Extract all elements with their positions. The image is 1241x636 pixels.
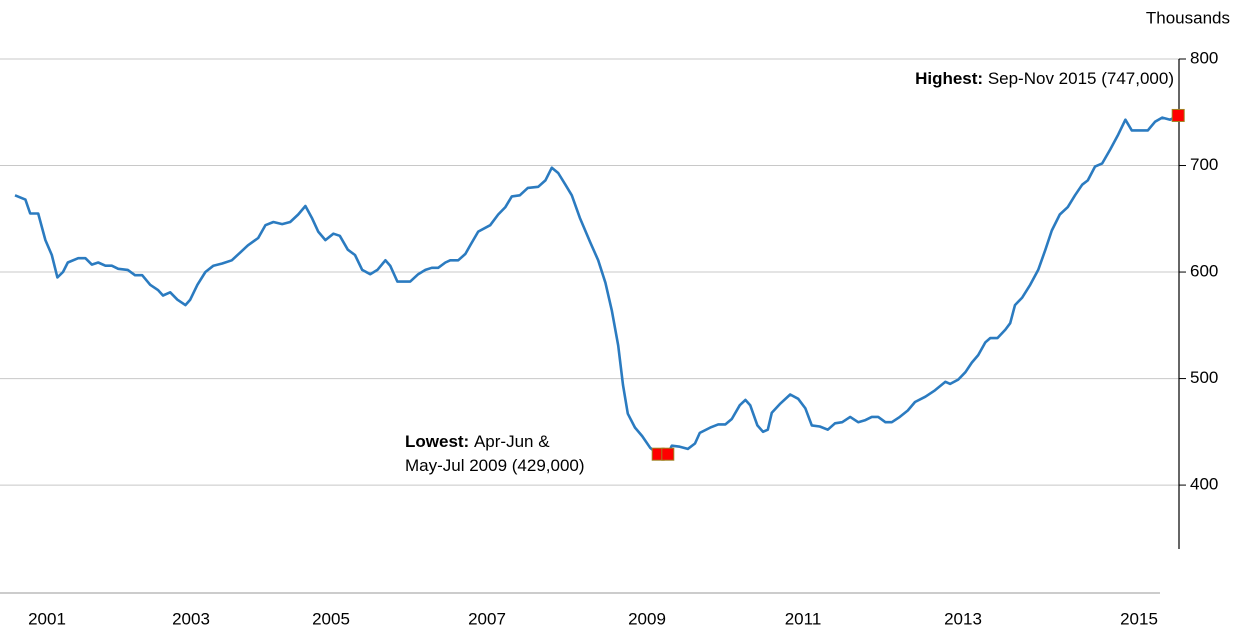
y-tick-label: 800	[1190, 48, 1218, 67]
x-tick-label: 2009	[628, 609, 666, 628]
y-tick-label: 400	[1190, 475, 1218, 494]
line-series	[14, 114, 1179, 456]
annotation-text: May-Jul 2009 (429,000)	[405, 456, 585, 475]
y-tick-label: 700	[1190, 155, 1218, 174]
y-tick-label: 500	[1190, 368, 1218, 387]
annotation-bold: Lowest:	[405, 432, 469, 451]
annotation: Lowest: Apr-Jun &	[405, 432, 550, 451]
annotation-bold: Highest:	[915, 69, 983, 88]
annotation: May-Jul 2009 (429,000)	[405, 456, 585, 475]
x-tick-label: 2011	[785, 609, 822, 628]
annotation-text: Sep-Nov 2015 (747,000)	[988, 69, 1174, 88]
annotation-text: Apr-Jun &	[474, 432, 550, 451]
x-tick-label: 2015	[1120, 609, 1158, 628]
x-tick-label: 2013	[944, 609, 982, 628]
x-tick-label: 2001	[28, 609, 66, 628]
y-tick-label: 600	[1190, 262, 1218, 281]
extreme-marker	[661, 447, 675, 461]
annotation: Highest: Sep-Nov 2015 (747,000)	[915, 69, 1174, 88]
extreme-marker	[1171, 108, 1185, 122]
x-tick-label: 2007	[468, 609, 506, 628]
y-axis-label: Thousands	[1146, 8, 1230, 27]
x-tick-label: 2003	[172, 609, 210, 628]
x-tick-label: 2005	[312, 609, 350, 628]
